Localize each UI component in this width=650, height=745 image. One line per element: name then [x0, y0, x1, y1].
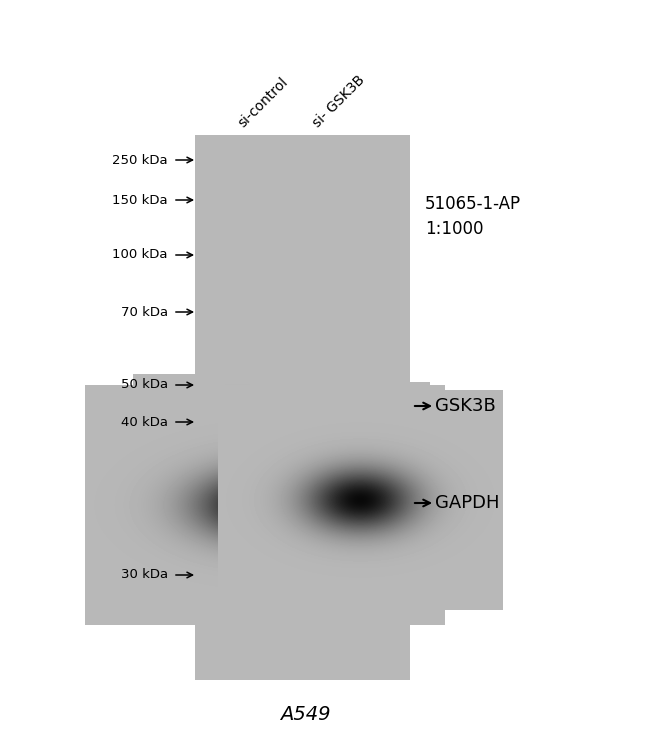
Text: si- GSK3B: si- GSK3B [310, 72, 367, 130]
Text: www.ptglab.com: www.ptglab.com [95, 387, 105, 473]
Text: 30 kDa: 30 kDa [121, 568, 168, 582]
Text: si-control: si-control [235, 74, 291, 130]
Text: 100 kDa: 100 kDa [112, 249, 168, 261]
Text: 250 kDa: 250 kDa [112, 153, 168, 166]
Text: 40 kDa: 40 kDa [121, 416, 168, 428]
Text: GSK3B: GSK3B [435, 397, 496, 415]
Text: 150 kDa: 150 kDa [112, 194, 168, 206]
Text: A549: A549 [280, 706, 330, 724]
Text: 50 kDa: 50 kDa [121, 378, 168, 392]
Text: 51065-1-AP
1:1000: 51065-1-AP 1:1000 [425, 195, 521, 238]
Text: 70 kDa: 70 kDa [121, 305, 168, 319]
Text: GAPDH: GAPDH [435, 494, 499, 512]
